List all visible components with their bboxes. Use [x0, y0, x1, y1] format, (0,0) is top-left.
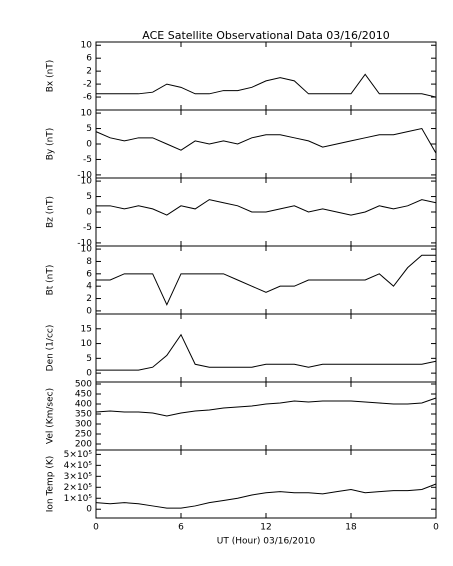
- y-tick-label: 10: [81, 245, 93, 255]
- y-tick-label: -5: [83, 223, 92, 233]
- y-tick-label: 500: [75, 380, 92, 390]
- data-line: [96, 333, 437, 371]
- y-axis-label: Den (1/cc): [46, 325, 56, 372]
- y-tick-label: 10: [81, 177, 93, 187]
- y-tick-label: 450: [75, 390, 92, 400]
- y-tick-label: -6: [83, 93, 92, 103]
- data-line: [96, 199, 437, 216]
- y-tick-label: 6: [86, 269, 92, 279]
- y-axis-label: Bt (nT): [46, 265, 56, 296]
- y-tick-label: 0: [86, 208, 92, 218]
- x-tick-label: 0: [93, 523, 99, 533]
- data-line: [95, 397, 437, 417]
- y-tick-label: -10: [77, 170, 92, 180]
- y-tick-label: 250: [75, 430, 92, 440]
- y-tick-label: 2: [86, 67, 92, 77]
- panel-frame: [95, 381, 437, 451]
- y-tick-label: 0: [86, 140, 92, 150]
- x-tick-label: 18: [345, 523, 357, 533]
- y-tick-label: 6: [86, 54, 92, 64]
- data-line: [96, 254, 436, 306]
- y-tick-label: 0: [86, 369, 92, 379]
- panel-frame: [95, 245, 437, 315]
- y-tick-label: 300: [75, 420, 92, 430]
- y-tick-label: 200: [75, 440, 92, 450]
- data-line: [95, 483, 437, 509]
- panel-frame: [95, 449, 437, 519]
- y-tick-label: 5: [86, 124, 92, 134]
- y-tick-label: 10: [81, 339, 93, 349]
- y-tick-label: 4: [86, 282, 92, 292]
- y-tick-label: 5×10⁵: [64, 450, 93, 460]
- x-tick-label: 0: [433, 523, 439, 533]
- y-tick-label: 10: [81, 109, 93, 119]
- x-axis-label: UT (Hour) 03/16/2010: [217, 537, 316, 547]
- y-tick-label: 350: [75, 410, 92, 420]
- y-tick-label: 5: [86, 354, 92, 364]
- y-tick-label: 8: [86, 257, 92, 267]
- y-axis-label: Bz (nT): [46, 196, 56, 228]
- y-tick-label: 0: [86, 306, 92, 316]
- chart-title: ACE Satellite Observational Data 03/16/2…: [142, 29, 389, 42]
- x-tick-label: 6: [178, 523, 184, 533]
- y-tick-label: 0: [86, 505, 92, 515]
- y-tick-label: 15: [81, 324, 92, 334]
- data-line: [96, 73, 437, 98]
- y-tick-label: 400: [75, 400, 92, 410]
- x-tick-label: 12: [260, 523, 271, 533]
- y-axis-label: Ion Temp (K): [46, 456, 56, 513]
- y-tick-label: 5: [86, 192, 92, 202]
- y-axis-label: By (nT): [46, 128, 56, 161]
- y-tick-label: 10: [81, 41, 93, 51]
- y-tick-label: 2: [86, 294, 92, 304]
- y-tick-label: 3×10⁵: [64, 472, 93, 482]
- panel-frame: [95, 109, 437, 179]
- y-tick-label: -5: [83, 155, 92, 165]
- y-tick-label: -10: [77, 238, 92, 248]
- panel-frame: [95, 41, 437, 111]
- y-tick-label: 2×10⁵: [64, 483, 93, 493]
- y-tick-label: 4×10⁵: [64, 461, 93, 471]
- y-tick-label: 1×10⁵: [64, 494, 93, 504]
- data-line: [95, 127, 437, 154]
- y-tick-label: -2: [83, 80, 92, 90]
- y-axis-label: Vel (Km/sec): [46, 388, 56, 444]
- panel-frame: [95, 313, 437, 383]
- y-axis-label: Bx (nT): [46, 60, 56, 93]
